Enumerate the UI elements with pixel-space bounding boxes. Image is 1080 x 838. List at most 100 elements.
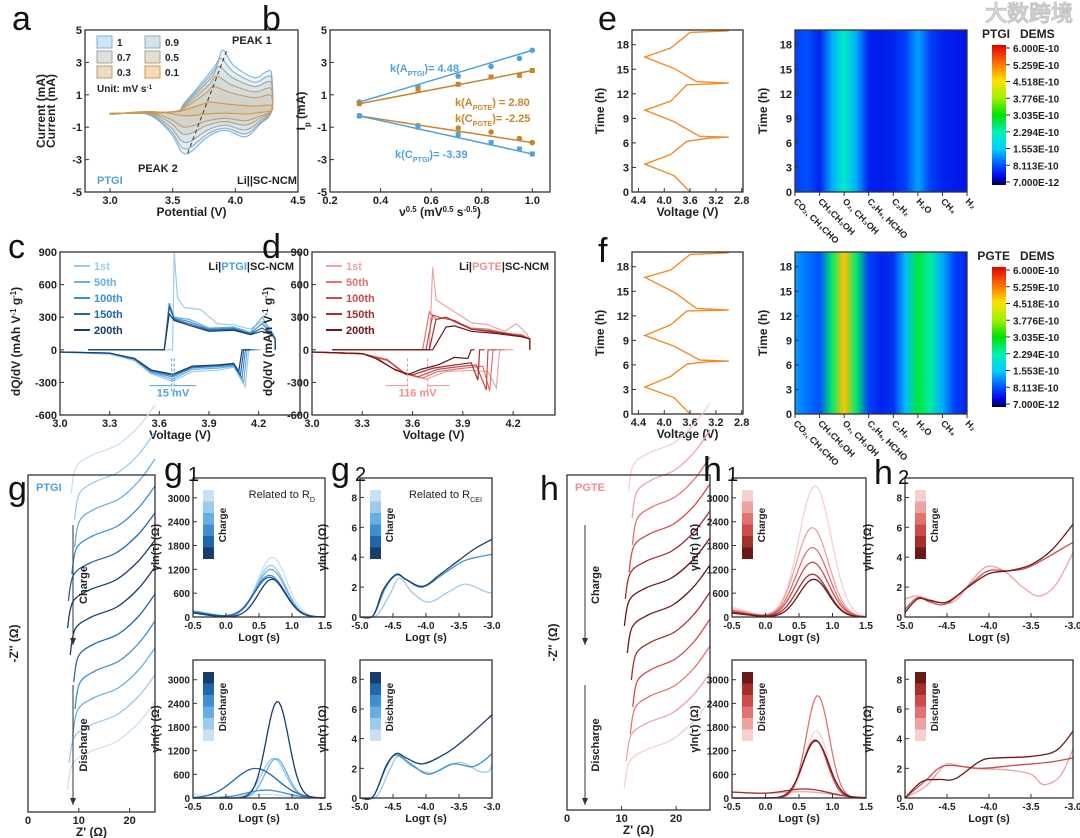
legend-label: Discharge bbox=[218, 682, 229, 731]
legend-label: 50th bbox=[94, 277, 117, 289]
a-plot-area bbox=[109, 49, 274, 155]
label-part: Li| bbox=[208, 261, 221, 273]
y-tick-label: 4 bbox=[896, 553, 902, 564]
y-tick-label: 1800 bbox=[707, 723, 730, 734]
x-tick-label: 4.2 bbox=[505, 418, 520, 430]
x-tick-label: -0.5 bbox=[184, 802, 202, 813]
x-tick-label: -0.5 bbox=[184, 621, 202, 632]
x-tick-label: 0.6 bbox=[424, 195, 439, 207]
legend-gradient-swatch bbox=[203, 718, 214, 730]
panel-h1_charge: -0.5 0.0 0.5 1.0 1.5 0 600 1200 1800 2400 3000 Logτ… bbox=[689, 477, 873, 644]
impedance-spectrum bbox=[70, 404, 156, 494]
x-tick-label: 1.5 bbox=[318, 621, 332, 632]
legend-label: 0.9 bbox=[165, 38, 179, 49]
colorbar-tick-label: 4.518E-10 bbox=[1013, 78, 1060, 89]
x-tick-label: 3.6 bbox=[682, 417, 697, 429]
x-axis-label: Voltage (V) bbox=[657, 427, 719, 441]
y-tick-label: 0 bbox=[351, 613, 357, 624]
x-tick-label: 3.6 bbox=[682, 195, 697, 207]
drt-curve bbox=[192, 564, 326, 618]
panel-letter-subscript: 1 bbox=[727, 464, 738, 486]
panel-letter: g bbox=[8, 470, 27, 508]
label-part: CEI bbox=[470, 496, 482, 504]
y-tick-label: 600 bbox=[39, 280, 57, 292]
x-tick-label: 20 bbox=[123, 815, 135, 827]
label-part: (mA) bbox=[294, 92, 308, 123]
y-tick-label: 2400 bbox=[168, 699, 191, 710]
x-tick-label: -5.0 bbox=[351, 802, 369, 813]
legend-gradient-swatch bbox=[742, 729, 753, 741]
x-axis-label: Logτ (s) bbox=[968, 632, 1010, 644]
legend-gradient-swatch bbox=[370, 490, 381, 502]
drt-curve bbox=[904, 757, 1074, 799]
x-tick-label: -3.0 bbox=[1064, 802, 1080, 813]
label-part: -1 bbox=[9, 290, 18, 298]
panel-letter: a bbox=[12, 0, 31, 38]
panel-a: 3.0 3.5 4.0 4.5 5 3 1 -1 -3 -5 Potential (V) Curren… bbox=[44, 25, 306, 219]
label-part: PGTE bbox=[473, 120, 493, 128]
colorbar-title: DEMS bbox=[1020, 27, 1055, 41]
g2_discharge-plot-area bbox=[359, 714, 493, 800]
y-axis-label: γln(τ) (Ω) bbox=[862, 705, 874, 753]
label-part: |SC-NCM bbox=[502, 261, 549, 273]
legend-gradient-swatch bbox=[915, 513, 926, 525]
y-tick-label: 0 bbox=[184, 794, 190, 805]
data-point bbox=[455, 73, 462, 79]
x-tick-label: -3.0 bbox=[483, 802, 501, 813]
label-part: -0.5 bbox=[463, 205, 477, 214]
label-part: 0.5 bbox=[406, 205, 418, 214]
d-frame bbox=[311, 251, 556, 416]
y-tick-label: 2400 bbox=[707, 699, 730, 710]
y-tick-label: 1 bbox=[321, 90, 327, 102]
y-tick-label: 3 bbox=[786, 162, 792, 174]
y-axis-label: Current (mA) bbox=[44, 74, 58, 148]
h-plot-area bbox=[623, 402, 711, 789]
y-tick-label: 900 bbox=[291, 247, 309, 259]
x-axis-label: Logτ (s) bbox=[778, 632, 820, 644]
legend-gradient-swatch bbox=[203, 729, 214, 741]
y-tick-label: 6 bbox=[896, 523, 902, 534]
y-tick-label: 6 bbox=[786, 138, 792, 150]
data-point bbox=[516, 146, 522, 152]
legend-gradient-swatch bbox=[203, 513, 214, 525]
drt-curve bbox=[904, 748, 1074, 799]
drt-curve bbox=[904, 541, 1074, 610]
legend-label: 150th bbox=[346, 309, 375, 321]
species-label: CH₄ bbox=[939, 196, 958, 215]
y-tick-label: 12 bbox=[617, 89, 629, 101]
drt-curve bbox=[192, 556, 326, 618]
drt-curve bbox=[359, 577, 493, 619]
impedance-spectrum bbox=[66, 701, 156, 791]
y-tick-label: 1800 bbox=[707, 542, 730, 553]
sample-label: PTGI bbox=[36, 482, 62, 494]
colorbar-tick-label: 8.113E-10 bbox=[1013, 383, 1059, 394]
panel-letter: h bbox=[540, 470, 559, 508]
y-tick-label: 18 bbox=[780, 40, 792, 52]
y-tick-label: 0 bbox=[51, 345, 57, 357]
x-tick-label: 3.6 bbox=[152, 418, 167, 430]
sample-label: PGTE bbox=[575, 482, 605, 494]
x-tick-label: 1.5 bbox=[859, 802, 873, 813]
y-tick-label: 1200 bbox=[707, 747, 730, 758]
drt-curve bbox=[732, 730, 867, 799]
sample-label: PGTE bbox=[977, 249, 1010, 263]
y-tick-label: 0 bbox=[786, 409, 792, 421]
y-tick-label: 12 bbox=[780, 89, 792, 101]
x-axis-label: Voltage (V) bbox=[657, 205, 719, 219]
y-axis-label: -Z'' (Ω) bbox=[546, 624, 560, 662]
drt-curve bbox=[731, 578, 867, 618]
y-tick-label: -5 bbox=[72, 187, 82, 199]
y-tick-label: 2 bbox=[896, 583, 902, 594]
y-tick-label: 6 bbox=[351, 705, 357, 716]
arrowhead-icon bbox=[582, 798, 588, 805]
legend-gradient-swatch bbox=[203, 695, 214, 707]
dqdv-charge-200th bbox=[332, 325, 531, 351]
y-tick-label: 6 bbox=[623, 360, 629, 372]
panel-g1_discharge: -0.5 0.0 0.5 1.0 1.5 0 600 1200 1800 2400 3000 Logτ… bbox=[150, 659, 332, 825]
impedance-spectrum bbox=[623, 537, 711, 627]
y-tick-label: 600 bbox=[173, 770, 190, 781]
panel-h2_charge: -5.0 -4.5 -4.0 -3.5 -3.0 0 2 4 6 8 Logτ (s) γln(τ) … bbox=[862, 477, 1080, 644]
y-tick-label: 3 bbox=[623, 384, 629, 396]
impedance-spectrum bbox=[628, 483, 711, 573]
legend-gradient-swatch bbox=[742, 536, 753, 548]
